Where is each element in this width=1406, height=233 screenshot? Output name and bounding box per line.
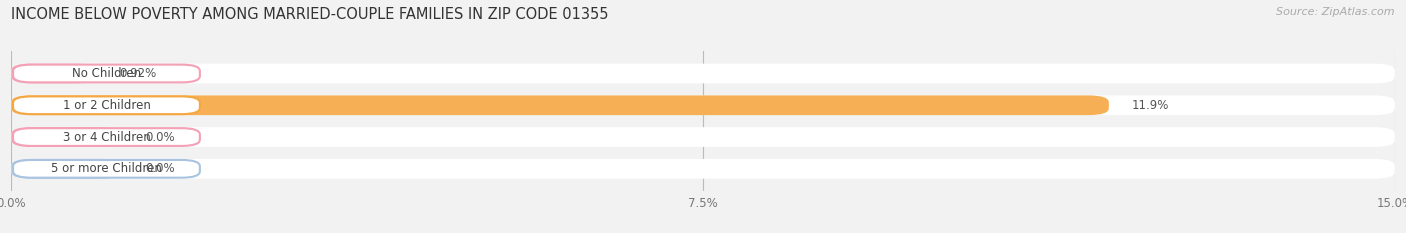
FancyBboxPatch shape <box>11 64 1395 83</box>
Text: 11.9%: 11.9% <box>1132 99 1170 112</box>
FancyBboxPatch shape <box>13 65 200 82</box>
Text: 3 or 4 Children: 3 or 4 Children <box>63 130 150 144</box>
FancyBboxPatch shape <box>11 127 122 147</box>
Text: 1 or 2 Children: 1 or 2 Children <box>62 99 150 112</box>
FancyBboxPatch shape <box>11 64 96 83</box>
FancyBboxPatch shape <box>13 96 200 114</box>
Text: 0.0%: 0.0% <box>145 162 174 175</box>
FancyBboxPatch shape <box>11 96 1109 115</box>
Text: 0.92%: 0.92% <box>120 67 156 80</box>
Text: 5 or more Children: 5 or more Children <box>51 162 162 175</box>
Text: Source: ZipAtlas.com: Source: ZipAtlas.com <box>1277 7 1395 17</box>
Text: 0.0%: 0.0% <box>145 130 174 144</box>
Text: INCOME BELOW POVERTY AMONG MARRIED-COUPLE FAMILIES IN ZIP CODE 01355: INCOME BELOW POVERTY AMONG MARRIED-COUPL… <box>11 7 609 22</box>
FancyBboxPatch shape <box>11 159 122 179</box>
FancyBboxPatch shape <box>11 96 1395 115</box>
Text: No Children: No Children <box>72 67 141 80</box>
FancyBboxPatch shape <box>13 128 200 146</box>
FancyBboxPatch shape <box>11 159 1395 179</box>
FancyBboxPatch shape <box>13 160 200 178</box>
FancyBboxPatch shape <box>11 127 1395 147</box>
